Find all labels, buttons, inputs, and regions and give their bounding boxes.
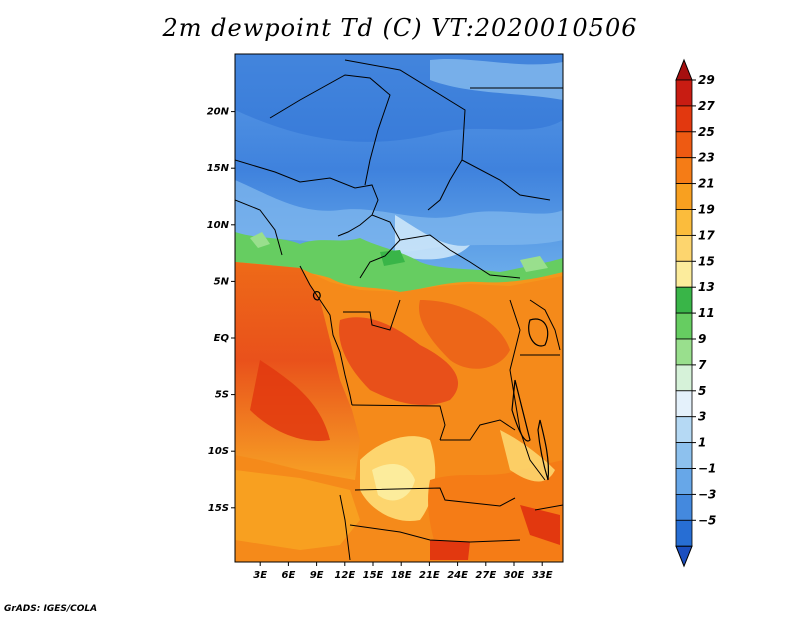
colorbar-segment [675,390,693,418]
lat-tick-label: 5S [215,390,229,401]
colorbar-label: 11 [698,306,715,320]
colorbar-label: 13 [698,280,715,294]
colorbar-label: 29 [698,73,715,87]
page-title: 2m dewpoint Td (C) VT:2020010506 [162,14,638,42]
lat-tick-label: 15N [207,163,230,174]
colorbar-label: 1 [698,436,706,450]
colorbar-label: 25 [698,125,715,139]
latitude-axis: 20N 15N 10N 5N EQ 5S 10S 15S [207,107,235,514]
colorbar-label: −3 [698,487,716,501]
lon-tick-label: 30E [504,570,525,581]
colorbar-segment [675,183,693,210]
map-frame [234,53,564,563]
lon-tick-label: 27E [475,570,496,581]
colorbar-label: 27 [698,99,715,113]
lat-tick-label: 10S [208,446,229,457]
colorbar-label: 9 [698,332,706,346]
lon-tick-label: 9E [310,570,324,581]
dewpoint-field [235,54,563,562]
credit-label: GrADS: IGES/COLA [4,604,98,614]
lon-tick-label: 33E [532,570,553,581]
colorbar-label: 3 [698,410,706,424]
colorbar-segment [675,157,693,184]
colorbar-label: −1 [698,462,716,476]
colorbar-segment [675,105,693,133]
colorbar-segment [675,493,693,521]
lon-tick-label: 24E [447,570,468,581]
colorbar-segment [675,519,693,547]
lat-tick-label: EQ [214,333,230,344]
colorbar-label: 15 [698,254,715,268]
colorbar-label: 17 [698,228,715,242]
colorbar-label: 5 [698,384,706,398]
colorbar-label: 23 [698,151,715,165]
colorbar-label: 19 [698,203,715,217]
colorbar-segment [675,442,693,469]
colorbar-segment [675,468,693,495]
lon-tick-label: 15E [363,570,384,581]
colorbar: 29 27 25 23 21 19 17 15 13 11 9 7 5 3 1 −1 −3 −5 [675,58,716,568]
colorbar-label: 7 [698,358,707,372]
lon-tick-label: 6E [282,570,296,581]
colorbar-segment [675,131,693,159]
colorbar-segment [675,79,693,107]
colorbar-label: −5 [698,513,716,527]
lat-tick-label: 20N [207,107,230,118]
lat-tick-label: 10N [207,220,230,231]
lat-tick-label: 5N [214,276,230,287]
colorbar-segment [675,364,693,392]
colorbar-bottom-arrow [675,545,693,568]
colorbar-segment [675,416,693,444]
country-borders [235,59,563,561]
colorbar-top-arrow [675,58,693,81]
colorbar-segment [675,312,693,340]
lakes [312,291,550,481]
lon-tick-label: 21E [419,570,440,581]
lon-tick-label: 12E [334,570,355,581]
colorbar-label: 21 [698,177,715,191]
colorbar-segment [675,209,693,236]
lat-tick-label: 15S [208,503,229,514]
colorbar-segment [675,234,693,262]
lon-tick-label: 18E [391,570,412,581]
longitude-axis: 3E 6E 9E 12E 15E 18E 21E 24E 27E 30E 33E [253,562,553,581]
lon-tick-label: 3E [253,570,267,581]
colorbar-segment [675,260,693,288]
colorbar-segment [675,286,693,314]
colorbar-segment [675,338,693,366]
